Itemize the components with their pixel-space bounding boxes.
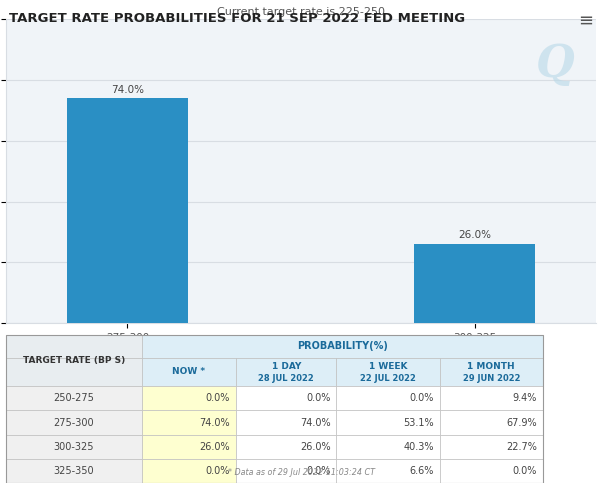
Text: 1 WEEK: 1 WEEK (369, 362, 408, 371)
Bar (236, 435, 337, 459)
Bar (6, 435, 141, 459)
Text: 0.0%: 0.0% (513, 466, 537, 476)
Bar (6, 459, 141, 483)
Bar (439, 411, 543, 435)
Bar (439, 435, 543, 459)
Text: 40.3%: 40.3% (403, 442, 434, 452)
Text: NOW *: NOW * (172, 368, 205, 376)
Text: 74.0%: 74.0% (300, 417, 330, 427)
Bar (439, 459, 543, 483)
Bar (236, 386, 337, 411)
Bar (6, 358, 141, 386)
Text: 53.1%: 53.1% (403, 417, 434, 427)
Bar (141, 411, 236, 435)
Bar (141, 386, 236, 411)
Text: TARGET RATE (BP S): TARGET RATE (BP S) (23, 356, 125, 365)
Text: 0.0%: 0.0% (306, 393, 330, 403)
X-axis label: Target Rate (in bps): Target Rate (in bps) (246, 347, 356, 357)
Text: 26.0%: 26.0% (200, 442, 230, 452)
Text: 1 DAY: 1 DAY (272, 362, 301, 371)
Text: 28 JUL 2022: 28 JUL 2022 (258, 374, 314, 383)
Bar (141, 459, 236, 483)
Bar (337, 435, 439, 459)
Text: 29 JUN 2022: 29 JUN 2022 (462, 374, 520, 383)
Text: 1 MONTH: 1 MONTH (467, 362, 515, 371)
Bar (236, 358, 337, 386)
Text: 250-275: 250-275 (54, 393, 95, 403)
Text: Q: Q (535, 43, 574, 86)
Text: 0.0%: 0.0% (409, 393, 434, 403)
Text: 67.9%: 67.9% (506, 417, 537, 427)
Bar (6, 411, 141, 435)
Bar (236, 411, 337, 435)
Bar (141, 435, 236, 459)
Bar (141, 335, 543, 358)
Text: 6.6%: 6.6% (409, 466, 434, 476)
Bar (6, 386, 141, 411)
Text: 26.0%: 26.0% (458, 230, 491, 241)
Text: * Data as of 29 Jul 2022 11:03:24 CT: * Data as of 29 Jul 2022 11:03:24 CT (228, 468, 374, 477)
Bar (6, 335, 141, 358)
Bar (337, 411, 439, 435)
Text: 22 JUL 2022: 22 JUL 2022 (360, 374, 416, 383)
Text: PROBABILITY(%): PROBABILITY(%) (297, 341, 388, 352)
Text: ≡: ≡ (578, 12, 593, 30)
Text: 9.4%: 9.4% (513, 393, 537, 403)
Text: 325-350: 325-350 (54, 466, 94, 476)
Bar (337, 459, 439, 483)
Text: 74.0%: 74.0% (200, 417, 230, 427)
Bar (67, 98, 188, 323)
Bar (414, 244, 535, 323)
Text: 0.0%: 0.0% (306, 466, 330, 476)
Text: 22.7%: 22.7% (506, 442, 537, 452)
Text: 0.0%: 0.0% (206, 466, 230, 476)
Title: Current target rate is 225-250: Current target rate is 225-250 (217, 7, 385, 17)
Bar (337, 386, 439, 411)
Bar (439, 358, 543, 386)
Text: 0.0%: 0.0% (206, 393, 230, 403)
Text: 26.0%: 26.0% (300, 442, 330, 452)
Text: 74.0%: 74.0% (111, 85, 144, 95)
Bar (439, 386, 543, 411)
Bar (236, 459, 337, 483)
Bar (141, 358, 236, 386)
Text: 275-300: 275-300 (54, 417, 94, 427)
Text: 300-325: 300-325 (54, 442, 94, 452)
Bar (337, 358, 439, 386)
Text: TARGET RATE PROBABILITIES FOR 21 SEP 2022 FED MEETING: TARGET RATE PROBABILITIES FOR 21 SEP 202… (9, 12, 465, 25)
